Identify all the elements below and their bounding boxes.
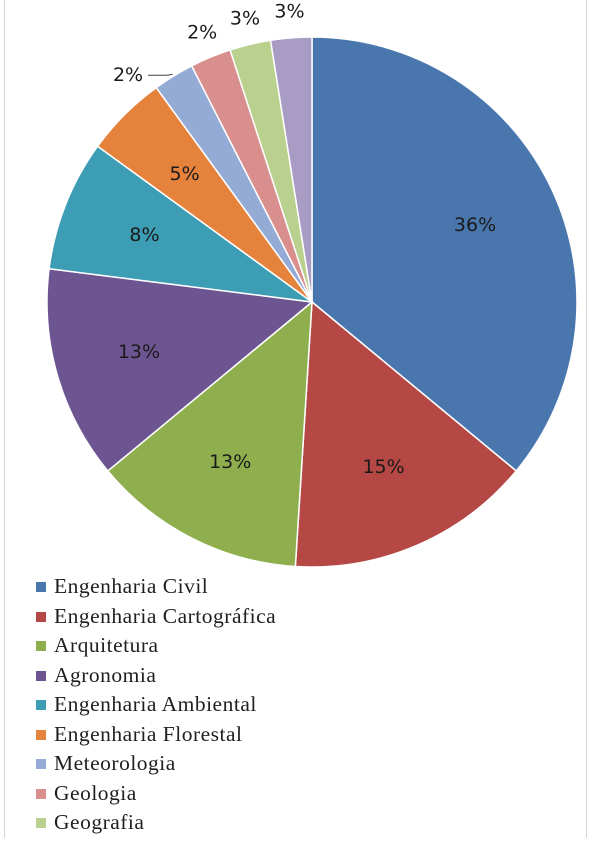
slice-label-engenharia-cartografica: 15%	[362, 456, 404, 478]
legend-item-geografia: Geografia	[36, 808, 276, 838]
legend-swatch	[36, 670, 46, 681]
pie-slice-arquitetura	[106, 300, 313, 568]
slice-label-agronomia: 13%	[118, 341, 160, 363]
legend-item-engenharia-florestal: Engenharia Florestal	[36, 720, 276, 750]
legend-swatch	[36, 611, 46, 622]
legend-item-arquitetura: Arquitetura	[36, 631, 276, 661]
legend-label: Engenharia Cartográfica	[54, 603, 277, 628]
slice-label-engenharia-florestal: 5%	[170, 163, 200, 185]
legend-swatch	[36, 641, 46, 651]
legend-label: Geografia	[54, 810, 145, 834]
legend-label: Meteorologia	[54, 751, 176, 775]
legend-swatch	[36, 582, 46, 592]
pie-slice-engenharia-civil	[311, 36, 578, 472]
leader-line	[148, 73, 173, 76]
slice-label-engenharia-ambiental: 8%	[129, 224, 159, 246]
slice-label-arquitetura: 13%	[209, 451, 251, 473]
pie-slice-outros	[269, 36, 313, 303]
legend-item-agronomia: Agronomia	[36, 661, 276, 691]
legend-item-geologia: Geologia	[36, 779, 276, 809]
legend-label: Arquitetura	[54, 633, 159, 657]
pie-chart: 36% 15% 13% 13% 8% 5% 2% 2% 3% 3%	[46, 0, 578, 568]
slice-label-outros: 3%	[274, 0, 304, 22]
legend-swatch	[36, 759, 46, 769]
legend-item-engenharia-civil: Engenharia Civil	[36, 572, 276, 602]
legend-swatch	[36, 700, 46, 710]
legend-label: Engenharia Ambiental	[54, 692, 257, 716]
chart-legend: Engenharia Civil Engenharia Cartográfica…	[36, 572, 276, 838]
pie-slice-agronomia	[46, 267, 314, 472]
pie-slice-engenharia-cartografica	[294, 300, 518, 568]
slice-label-engenharia-civil: 36%	[454, 214, 496, 236]
legend-label: Agronomia	[54, 662, 157, 687]
chart-frame	[4, 0, 587, 838]
legend-item-engenharia-ambiental: Engenharia Ambiental	[36, 690, 276, 720]
slice-label-meteorologia: 2%	[113, 64, 143, 86]
legend-label: Geologia	[54, 780, 137, 805]
legend-label: Engenharia Civil	[54, 574, 209, 598]
pie-slice-engenharia-ambiental	[48, 145, 313, 303]
legend-item-engenharia-cartografica: Engenharia Cartográfica	[36, 602, 276, 632]
legend-swatch	[36, 818, 46, 828]
slice-label-geografia: 3%	[230, 7, 260, 29]
slice-label-geologia: 2%	[187, 21, 217, 43]
legend-item-meteorologia: Meteorologia	[36, 749, 276, 779]
legend-swatch	[36, 788, 46, 799]
legend-swatch	[36, 729, 46, 740]
legend-label: Engenharia Florestal	[54, 721, 243, 746]
